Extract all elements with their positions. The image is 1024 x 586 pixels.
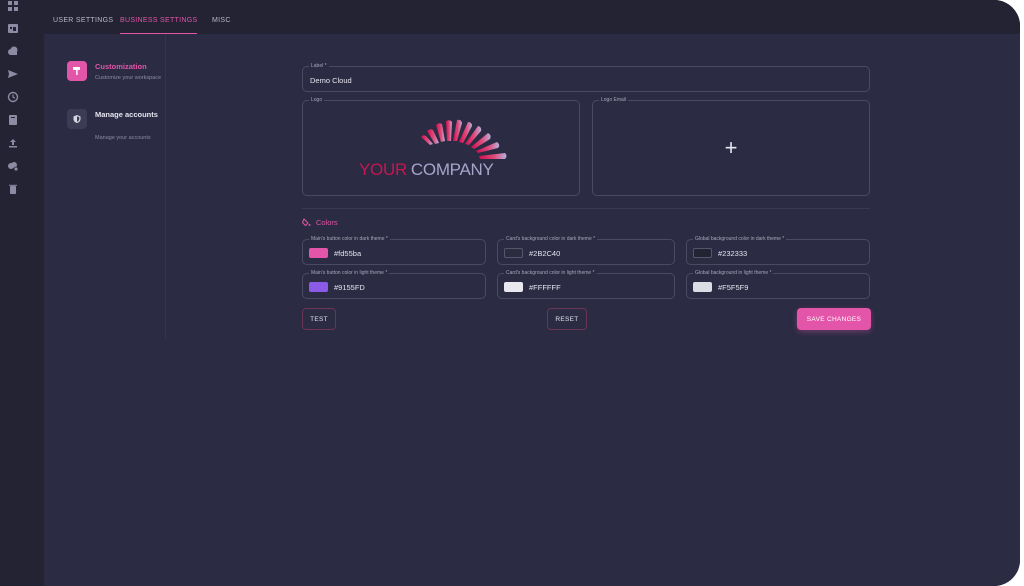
send-icon[interactable] — [7, 68, 19, 80]
color-field-main-button-light[interactable]: Main's button color in light theme * #91… — [302, 270, 486, 299]
calendar-icon[interactable] — [7, 22, 19, 34]
main-content: USER SETTINGS BUSINESS SETTINGS MISC Cus… — [44, 0, 1020, 586]
color-field-legend: Global background in light theme * — [693, 270, 774, 277]
label-field[interactable]: Label * Demo Cloud — [302, 63, 870, 92]
tab-business-settings[interactable]: BUSINESS SETTINGS — [120, 10, 198, 34]
cloud-icon[interactable] — [7, 45, 19, 57]
tab-misc[interactable]: MISC — [212, 17, 231, 24]
logo-word-your: YOUR — [359, 160, 407, 179]
settings-tabs: USER SETTINGS BUSINESS SETTINGS MISC — [44, 0, 1020, 34]
icon-rail — [0, 0, 26, 586]
palette-icon — [302, 218, 311, 227]
color-swatch[interactable] — [504, 248, 523, 258]
settings-sidebar: Customization Customize your workspace M… — [44, 34, 166, 339]
logo-word-company: COMPANY — [410, 160, 494, 179]
history-icon[interactable] — [7, 91, 19, 103]
color-field-global-bg-dark[interactable]: Global background color in dark theme * … — [686, 236, 870, 265]
dashboard-icon[interactable] — [7, 0, 19, 12]
reset-button[interactable]: RESET — [547, 308, 587, 330]
logo-email-upload[interactable]: Logo Email + — [592, 97, 870, 196]
label-field-value: Demo Cloud — [310, 76, 352, 85]
color-swatch[interactable] — [504, 282, 523, 292]
color-swatch[interactable] — [309, 282, 328, 292]
logo-upload[interactable]: Logo — [302, 97, 580, 196]
color-field-main-button-dark[interactable]: Main's button color in dark theme * #fd5… — [302, 236, 486, 265]
color-field-legend: Card's background color in light theme * — [504, 270, 597, 277]
color-field-legend: Card's background color in dark theme * — [504, 236, 598, 243]
cloud-settings-icon[interactable] — [7, 160, 19, 172]
test-button[interactable]: TEST — [302, 308, 336, 330]
save-changes-button[interactable]: SAVE CHANGES — [797, 308, 871, 330]
book-icon[interactable] — [7, 114, 19, 126]
color-swatch[interactable] — [309, 248, 328, 258]
logo-legend: Logo — [309, 97, 325, 104]
color-swatch[interactable] — [693, 248, 712, 258]
color-field-legend: Main's button color in light theme * — [309, 270, 390, 277]
color-hex-value: #9155FD — [334, 283, 365, 292]
paint-roller-icon — [67, 61, 87, 81]
color-hex-value: #2B2C40 — [529, 249, 561, 258]
color-hex-value: #F5F5F9 — [718, 283, 749, 292]
colors-heading-label: Colors — [316, 218, 338, 227]
logo-email-legend: Logo Email — [599, 97, 629, 104]
trash-icon[interactable] — [7, 183, 19, 195]
color-field-card-bg-light[interactable]: Card's background color in light theme *… — [497, 270, 675, 299]
upload-icon[interactable] — [7, 137, 19, 149]
color-hex-value: #232333 — [718, 249, 748, 258]
color-hex-value: #FFFFFF — [529, 283, 561, 292]
section-divider — [302, 208, 870, 209]
color-field-legend: Global background color in dark theme * — [693, 236, 787, 243]
sidebar-item-sub: Customize your workspace — [95, 75, 162, 81]
shield-icon — [67, 109, 87, 129]
sidebar-item-sub: Manage your accounts — [95, 135, 151, 141]
color-swatch[interactable] — [693, 282, 712, 292]
colors-heading: Colors — [302, 218, 338, 227]
color-hex-value: #fd55ba — [334, 249, 362, 258]
company-logo-text: YOUR COMPANY — [359, 160, 494, 180]
sidebar-item-label: Customization — [95, 62, 147, 71]
sidebar-item-label: Manage accounts — [95, 110, 158, 119]
tab-user-settings[interactable]: USER SETTINGS — [53, 17, 114, 24]
color-field-legend: Main's button color in dark theme * — [309, 236, 390, 243]
label-field-legend: Label * — [309, 63, 329, 70]
add-icon[interactable]: + — [724, 135, 738, 160]
color-field-card-bg-dark[interactable]: Card's background color in dark theme * … — [497, 236, 675, 265]
company-logo-rays — [421, 119, 507, 159]
color-field-global-bg-light[interactable]: Global background in light theme * #F5F5… — [686, 270, 870, 299]
